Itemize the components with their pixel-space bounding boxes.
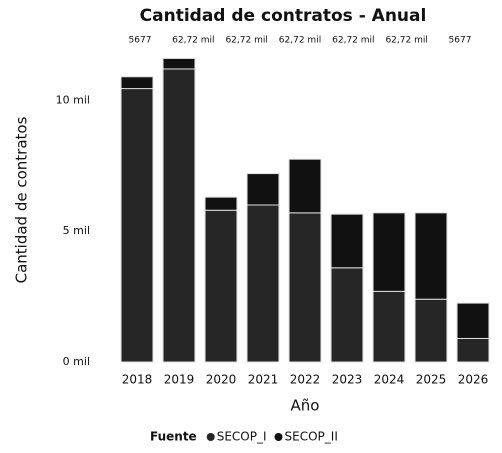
bar-segment bbox=[372, 290, 406, 363]
bar-segment bbox=[204, 196, 238, 211]
x-tick-label: 2021 bbox=[248, 373, 279, 387]
annotation: 62,72 mil bbox=[172, 36, 214, 46]
bar-segment bbox=[456, 302, 490, 339]
y-tick-label: 0 mil bbox=[63, 355, 90, 368]
annotation: 5677 bbox=[129, 36, 152, 46]
bar-segment bbox=[288, 212, 322, 363]
legend-label: SECOP_II bbox=[285, 430, 338, 444]
bar-segment bbox=[288, 158, 322, 214]
bar-segment bbox=[456, 337, 490, 363]
annotation: 5677 bbox=[449, 36, 472, 46]
x-tick-label: 2022 bbox=[290, 373, 321, 387]
x-tick-label: 2026 bbox=[458, 373, 489, 387]
x-tick-label: 2025 bbox=[416, 373, 447, 387]
annotation: 62,72 mil bbox=[225, 36, 267, 46]
legend-title: Fuente bbox=[150, 430, 197, 444]
legend-marker bbox=[206, 433, 215, 441]
y-axis-label: Cantidad de contratos bbox=[13, 116, 31, 283]
bar-segment bbox=[414, 212, 448, 300]
x-tick-label: 2019 bbox=[164, 373, 195, 387]
bar-segment bbox=[204, 209, 238, 363]
bar-segment bbox=[246, 204, 280, 363]
chart-title: Cantidad de contratos - Anual bbox=[140, 6, 427, 26]
bar-segment bbox=[162, 57, 196, 70]
annotation: 62,72 mil bbox=[385, 36, 427, 46]
x-tick-label: 2018 bbox=[122, 373, 153, 387]
legend-label: SECOP_I bbox=[217, 430, 267, 444]
bar-segment bbox=[246, 173, 280, 206]
y-tick-label: 5 mil bbox=[63, 224, 90, 237]
y-tick-label: 10 mil bbox=[56, 93, 90, 106]
bar-segment bbox=[330, 267, 364, 363]
annotation: 62,72 mil bbox=[279, 36, 321, 46]
bar-segment bbox=[372, 212, 406, 292]
legend-marker bbox=[274, 433, 283, 441]
x-axis-label: Año bbox=[291, 397, 320, 415]
annotation: 62,72 mil bbox=[332, 36, 374, 46]
x-tick-label: 2024 bbox=[374, 373, 405, 387]
bar-segment bbox=[414, 298, 448, 363]
x-tick-label: 2020 bbox=[206, 373, 237, 387]
x-tick-label: 2023 bbox=[332, 373, 363, 387]
bar-segment bbox=[120, 76, 154, 90]
bar-segment bbox=[162, 68, 196, 363]
bar-segment bbox=[330, 213, 364, 269]
bar-segment bbox=[120, 88, 154, 363]
